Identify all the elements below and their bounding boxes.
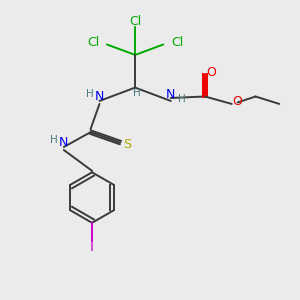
Text: H: H bbox=[86, 89, 94, 99]
Text: O: O bbox=[232, 95, 242, 108]
Text: H: H bbox=[133, 88, 140, 98]
Text: H: H bbox=[178, 94, 186, 103]
Text: O: O bbox=[206, 66, 216, 79]
Text: N: N bbox=[95, 90, 104, 103]
Text: Cl: Cl bbox=[171, 37, 183, 50]
Text: S: S bbox=[123, 138, 131, 151]
Text: Cl: Cl bbox=[87, 37, 100, 50]
Text: I: I bbox=[90, 240, 94, 254]
Text: Cl: Cl bbox=[129, 15, 141, 28]
Text: N: N bbox=[59, 136, 68, 149]
Text: H: H bbox=[50, 136, 57, 146]
Text: N: N bbox=[166, 88, 176, 101]
